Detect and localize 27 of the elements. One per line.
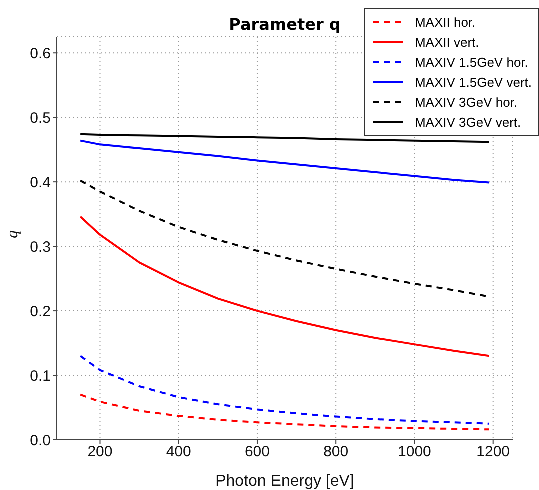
y-tick-label: 0.4 — [30, 174, 51, 192]
x-axis-title: Photon Energy [eV] — [216, 473, 354, 490]
legend-label: MAXII hor. — [414, 14, 476, 30]
line-series — [80, 133, 490, 144]
legend-label: MAXIV 1.5GeV hor. — [414, 54, 528, 70]
line-series — [80, 140, 490, 184]
line-series — [80, 355, 490, 425]
legend-label: MAXII vert. — [414, 34, 480, 50]
y-tick-label: 0.0 — [30, 432, 51, 450]
legend-label: MAXIV 1.5GeV vert. — [414, 74, 532, 90]
x-tick-label: 1200 — [476, 444, 510, 461]
y-tick-label: 0.2 — [30, 303, 51, 320]
line-series — [80, 216, 490, 358]
chart-title: Parameter q — [229, 15, 341, 34]
y-axis-title: q — [4, 230, 22, 238]
line-series — [80, 394, 490, 431]
legend-label: MAXIV 3GeV vert. — [414, 114, 522, 130]
x-tick-label: 400 — [166, 444, 192, 461]
x-tick-label: 200 — [88, 444, 113, 461]
x-tick-label: 1000 — [398, 444, 432, 461]
y-tick-label: 0.5 — [30, 110, 51, 127]
y-tick-label: 0.3 — [30, 238, 51, 256]
y-tick-label: 0.1 — [30, 368, 51, 385]
legend-label: MAXIV 3GeV hor. — [414, 94, 518, 110]
x-tick-label: 800 — [324, 444, 349, 461]
x-tick-label: 600 — [244, 444, 270, 461]
y-tick-label: 0.6 — [30, 45, 51, 62]
